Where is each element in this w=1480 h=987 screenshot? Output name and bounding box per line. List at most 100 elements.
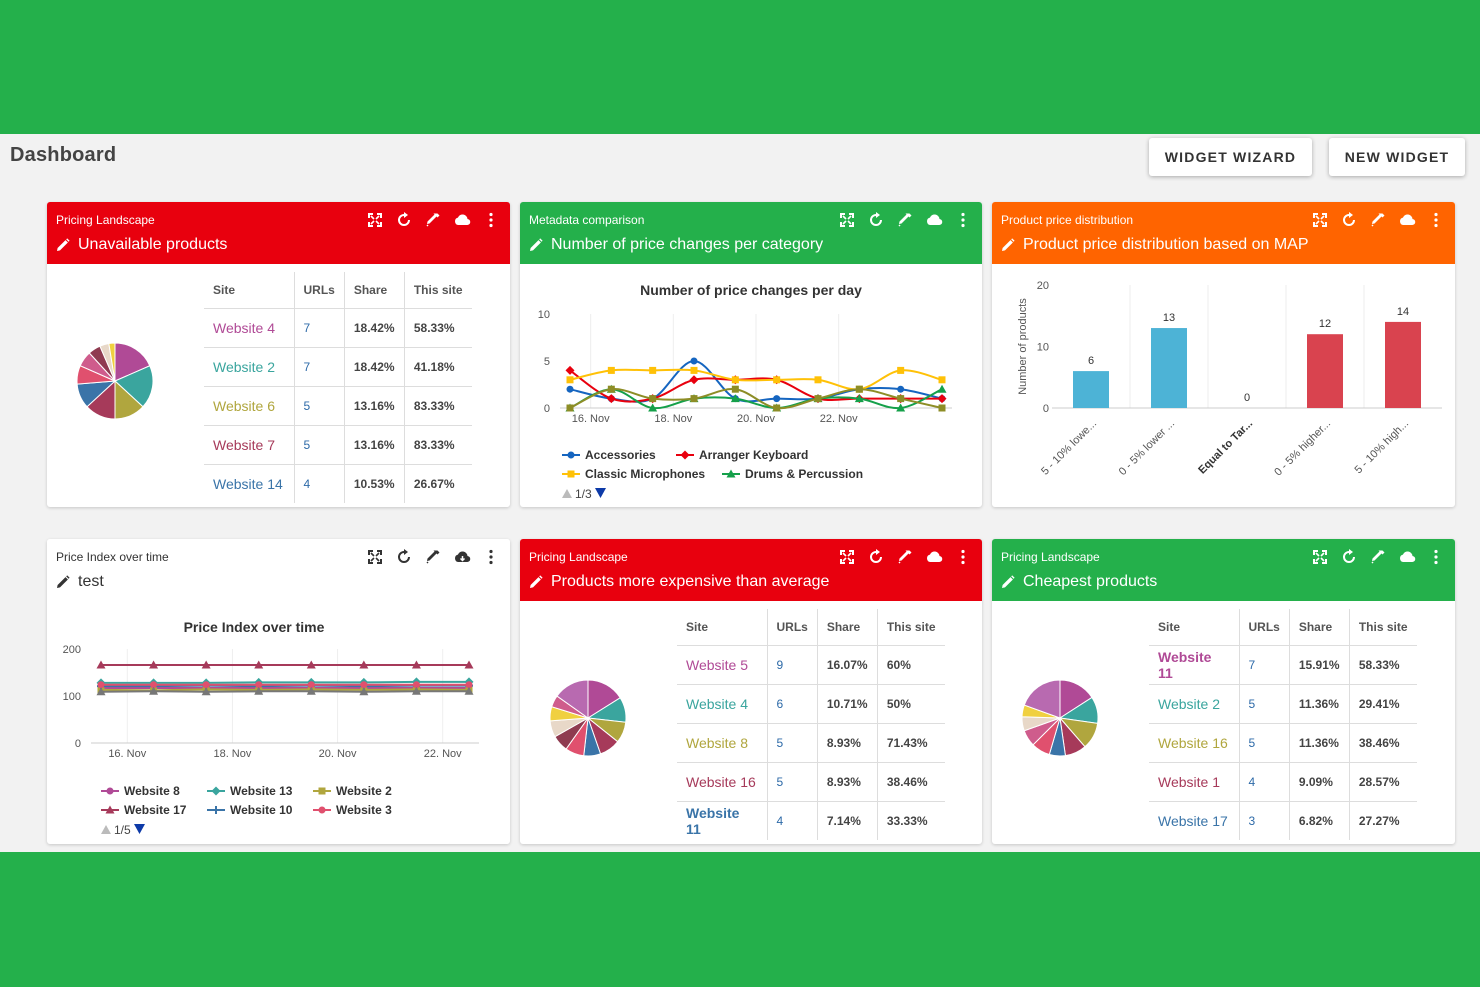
site-name[interactable]: Website 16 bbox=[1149, 722, 1239, 762]
pager-up-icon[interactable] bbox=[562, 487, 572, 501]
data-point[interactable] bbox=[730, 394, 740, 403]
data-point[interactable] bbox=[202, 681, 210, 689]
cloud-download-icon[interactable] bbox=[453, 548, 471, 566]
color-picker-icon[interactable] bbox=[1369, 548, 1387, 566]
color-picker-icon[interactable] bbox=[424, 548, 442, 566]
data-point[interactable] bbox=[360, 681, 368, 689]
data-point[interactable] bbox=[96, 687, 106, 696]
series-line[interactable] bbox=[569, 368, 943, 391]
table-header-cell[interactable]: Share bbox=[816, 609, 878, 645]
data-point[interactable] bbox=[814, 395, 822, 403]
data-point[interactable] bbox=[566, 404, 574, 412]
cloud-download-icon[interactable] bbox=[453, 211, 471, 229]
fullscreen-icon[interactable] bbox=[1311, 211, 1329, 229]
widget-title[interactable]: Number of price changes per category bbox=[529, 236, 823, 254]
table-header-cell[interactable]: Site bbox=[213, 282, 236, 297]
table-header-cell[interactable]: Site bbox=[1158, 619, 1181, 634]
pager-up-icon[interactable] bbox=[101, 823, 111, 837]
bar[interactable] bbox=[1151, 328, 1187, 408]
data-point[interactable] bbox=[97, 681, 105, 689]
table-row[interactable]: Website 11 4 7.14% 33.33% bbox=[677, 800, 946, 840]
site-name[interactable]: Website 4 bbox=[204, 307, 294, 347]
table-header-cell[interactable]: Share bbox=[1288, 609, 1350, 645]
data-point[interactable] bbox=[690, 395, 698, 403]
series-line[interactable] bbox=[101, 680, 469, 684]
data-point[interactable] bbox=[607, 366, 615, 374]
table-header-cell[interactable]: This site bbox=[876, 609, 946, 645]
data-point[interactable] bbox=[649, 366, 657, 374]
data-point[interactable] bbox=[254, 660, 264, 669]
table-row[interactable]: Website 16 5 8.93% 38.46% bbox=[677, 761, 946, 801]
site-name[interactable]: Website 7 bbox=[204, 424, 294, 464]
table-row[interactable]: Website 6 5 13.16% 83.33% bbox=[204, 385, 473, 425]
data-point[interactable] bbox=[567, 470, 575, 478]
site-name[interactable]: Website 5 bbox=[677, 644, 767, 684]
series-line[interactable] bbox=[569, 388, 943, 410]
data-point[interactable] bbox=[937, 384, 947, 393]
color-picker-icon[interactable] bbox=[1369, 211, 1387, 229]
cloud-download-icon[interactable] bbox=[1398, 548, 1416, 566]
pie-slice[interactable] bbox=[108, 342, 116, 382]
table-header-cell[interactable]: This site bbox=[403, 272, 473, 308]
site-name[interactable]: Website 6 bbox=[204, 385, 294, 425]
data-point[interactable] bbox=[567, 451, 575, 459]
color-picker-icon[interactable] bbox=[424, 211, 442, 229]
pie-slice[interactable] bbox=[114, 365, 154, 408]
data-point[interactable] bbox=[464, 660, 474, 669]
bar[interactable] bbox=[1307, 334, 1343, 408]
site-name[interactable]: Website 1 bbox=[1149, 761, 1239, 801]
data-point[interactable] bbox=[690, 366, 698, 374]
legend-item[interactable]: Drums & Percussion bbox=[722, 467, 863, 481]
data-point[interactable] bbox=[149, 686, 159, 695]
more-vert-icon[interactable] bbox=[482, 211, 500, 229]
data-point[interactable] bbox=[150, 681, 158, 689]
table-row[interactable]: Website 14 4 10.53% 26.67% bbox=[204, 463, 473, 503]
data-point[interactable] bbox=[211, 786, 221, 796]
edit-pencil-icon[interactable] bbox=[529, 238, 543, 252]
cloud-download-icon[interactable] bbox=[925, 211, 943, 229]
data-point[interactable] bbox=[566, 385, 574, 393]
data-point[interactable] bbox=[938, 404, 946, 412]
bar[interactable] bbox=[1073, 371, 1109, 408]
data-point[interactable] bbox=[255, 681, 263, 689]
table-header-cell[interactable]: URLs bbox=[766, 609, 818, 645]
table-row[interactable]: Website 16 5 11.36% 38.46% bbox=[1149, 722, 1418, 762]
refresh-icon[interactable] bbox=[867, 548, 885, 566]
pager-down-icon[interactable] bbox=[594, 487, 606, 501]
data-point[interactable] bbox=[606, 394, 616, 404]
cloud-download-icon[interactable] bbox=[925, 548, 943, 566]
site-name[interactable]: Website 16 bbox=[677, 761, 767, 801]
table-row[interactable]: Website 7 5 13.16% 83.33% bbox=[204, 424, 473, 464]
widget-title[interactable]: Product price distribution based on MAP bbox=[1001, 236, 1308, 254]
refresh-icon[interactable] bbox=[1340, 548, 1358, 566]
legend-item[interactable]: Website 10 bbox=[207, 803, 292, 817]
edit-pencil-icon[interactable] bbox=[529, 575, 543, 589]
color-picker-icon[interactable] bbox=[896, 548, 914, 566]
widget-title[interactable]: Unavailable products bbox=[56, 236, 227, 254]
fullscreen-icon[interactable] bbox=[366, 211, 384, 229]
data-point[interactable] bbox=[937, 394, 947, 404]
data-point[interactable] bbox=[680, 450, 690, 460]
data-point[interactable] bbox=[897, 385, 905, 393]
data-point[interactable] bbox=[306, 686, 316, 695]
pager-down-icon[interactable] bbox=[133, 823, 145, 837]
table-row[interactable]: Website 11 7 15.91% 58.33% bbox=[1149, 644, 1418, 684]
table-header-cell[interactable]: URLs bbox=[293, 272, 345, 308]
data-point[interactable] bbox=[566, 376, 574, 384]
refresh-icon[interactable] bbox=[1340, 211, 1358, 229]
data-point[interactable] bbox=[306, 660, 316, 669]
pie-slice[interactable] bbox=[556, 679, 589, 719]
data-point[interactable] bbox=[773, 404, 781, 412]
widget-title[interactable]: Cheapest products bbox=[1001, 573, 1157, 591]
table-row[interactable]: Website 17 3 6.82% 27.27% bbox=[1149, 800, 1418, 840]
widget-title[interactable]: test bbox=[56, 573, 104, 591]
data-point[interactable] bbox=[201, 687, 211, 696]
data-point[interactable] bbox=[855, 385, 863, 393]
refresh-icon[interactable] bbox=[395, 211, 413, 229]
data-point[interactable] bbox=[412, 681, 420, 689]
site-name[interactable]: Website 4 bbox=[677, 683, 767, 723]
site-name[interactable]: Website 14 bbox=[204, 463, 294, 503]
data-point[interactable] bbox=[938, 376, 946, 384]
more-vert-icon[interactable] bbox=[954, 548, 972, 566]
legend-item[interactable]: Website 3 bbox=[313, 803, 392, 817]
